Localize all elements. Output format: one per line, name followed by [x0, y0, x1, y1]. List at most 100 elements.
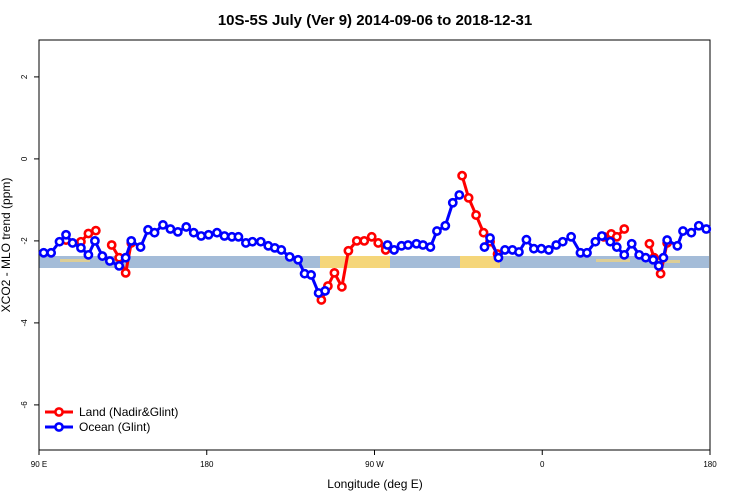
point	[336, 281, 347, 292]
point	[284, 251, 295, 262]
point	[543, 245, 554, 255]
point	[557, 236, 568, 247]
point	[611, 242, 622, 252]
point	[306, 270, 317, 280]
x-tick-label: 90 W	[365, 460, 384, 469]
y-tick-label: -6	[20, 401, 29, 409]
point	[528, 243, 539, 254]
land-strip	[596, 259, 630, 262]
point	[672, 240, 683, 251]
y-tick-label: 0	[20, 156, 29, 161]
point	[320, 286, 331, 296]
point	[203, 229, 214, 240]
point	[590, 236, 601, 247]
legend-label: Land (Nadir&Glint)	[79, 405, 178, 419]
point	[38, 247, 49, 258]
point	[471, 210, 481, 220]
point	[165, 224, 176, 234]
point	[276, 245, 287, 255]
point	[678, 226, 688, 236]
point	[500, 245, 510, 255]
point	[644, 238, 655, 249]
land-strip	[460, 256, 500, 268]
point	[382, 240, 393, 250]
point	[54, 236, 65, 247]
point	[172, 226, 183, 237]
point	[366, 231, 377, 242]
point	[463, 192, 474, 203]
point	[658, 252, 669, 263]
point	[343, 245, 354, 256]
legend-marker	[54, 407, 64, 417]
point	[425, 242, 436, 252]
point	[447, 197, 458, 208]
point	[653, 261, 664, 271]
point	[255, 236, 266, 247]
point	[432, 226, 442, 236]
point	[373, 238, 384, 248]
point	[389, 245, 399, 255]
point	[106, 240, 117, 250]
point	[605, 236, 616, 247]
point	[90, 225, 101, 236]
point	[611, 231, 622, 242]
point	[233, 231, 244, 242]
point	[485, 233, 495, 243]
legend-marker	[54, 422, 64, 432]
land-strip	[320, 256, 390, 268]
point	[126, 235, 137, 246]
point	[478, 227, 489, 238]
point	[536, 243, 547, 254]
point	[701, 224, 712, 234]
point	[662, 235, 673, 245]
point	[120, 252, 131, 263]
point	[514, 247, 524, 257]
point	[114, 261, 125, 271]
point	[418, 240, 428, 250]
point	[188, 227, 199, 238]
point	[596, 231, 607, 241]
point	[158, 220, 168, 230]
land-strip	[655, 260, 680, 263]
x-tick-label: 180	[703, 460, 717, 469]
point	[97, 251, 108, 261]
land-strip	[60, 259, 90, 262]
point	[104, 256, 115, 266]
point	[619, 249, 630, 260]
point	[493, 252, 504, 263]
y-tick-label: -2	[20, 237, 29, 245]
surface-strip	[39, 256, 709, 268]
y-tick-label: -4	[20, 319, 29, 327]
x-tick-label: 180	[200, 460, 214, 469]
point	[219, 231, 230, 241]
point	[479, 242, 490, 252]
point	[457, 170, 468, 181]
point	[329, 267, 340, 278]
y-axis-label: XCO2 - MLO trend (ppm)	[0, 178, 13, 313]
point	[626, 238, 637, 249]
point	[76, 242, 86, 253]
y-tick-label: 2	[20, 74, 29, 79]
point	[454, 190, 465, 200]
point	[83, 228, 94, 239]
point	[247, 236, 258, 247]
point	[521, 234, 532, 245]
chart-title: 10S-5S July (Ver 9) 2014-09-06 to 2018-1…	[218, 12, 532, 29]
point	[61, 229, 71, 240]
point	[46, 247, 57, 258]
point	[440, 220, 451, 231]
point	[566, 231, 577, 242]
x-tick-label: 90 E	[31, 460, 47, 469]
point	[67, 238, 78, 248]
point	[359, 235, 370, 246]
x-tick-label: 0	[540, 460, 545, 469]
legend-label: Ocean (Glint)	[79, 420, 150, 434]
point	[403, 240, 413, 250]
point	[640, 252, 651, 263]
point	[83, 249, 94, 260]
point	[293, 254, 303, 265]
x-axis-label: Longitude (deg E)	[327, 477, 422, 491]
point	[655, 268, 666, 279]
point	[582, 247, 592, 258]
